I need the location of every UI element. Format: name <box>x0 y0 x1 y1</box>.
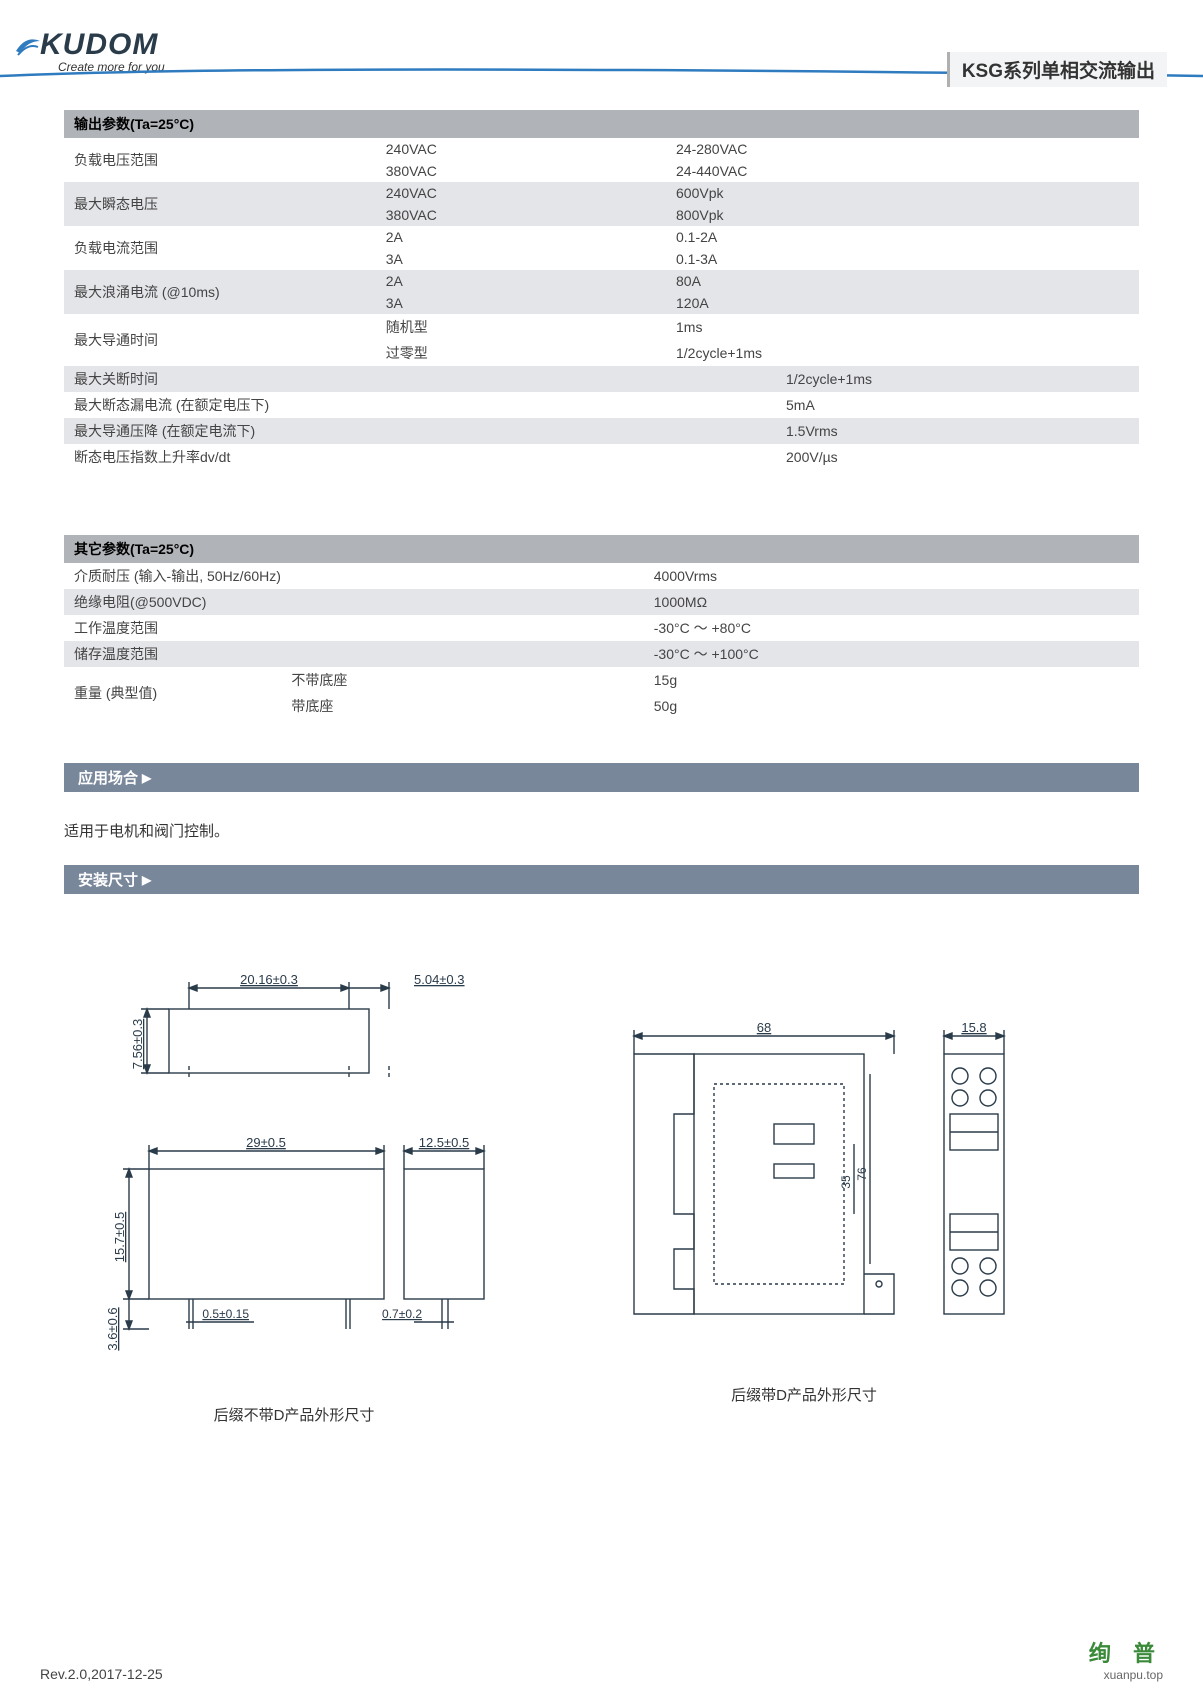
dimensions-section-bar: 安装尺寸 ▶ <box>64 865 1139 894</box>
t1-param: 最大浪涌电流 (@10ms) <box>64 270 376 314</box>
t1-cond: 240VAC <box>376 138 666 160</box>
page-header: KUDOM Create more for you KSG系列单相交流输出 <box>0 0 1203 80</box>
t1-val: 1ms <box>666 314 1139 340</box>
vendor-name-cn: 绚 普 <box>1089 1636 1163 1668</box>
t1-val: 0.1-2A <box>666 226 1139 248</box>
page-title: KSG系列单相交流输出 <box>947 52 1167 87</box>
t2-val: 15g <box>644 667 1139 693</box>
page-footer: Rev.2.0,2017-12-25 绚 普 xuanpu.top <box>0 1636 1203 1682</box>
t2-val: 4000Vrms <box>644 563 1139 589</box>
svg-text:15.8: 15.8 <box>961 1020 986 1035</box>
revision-text: Rev.2.0,2017-12-25 <box>40 1666 163 1682</box>
t1-cond: 240VAC <box>376 182 666 204</box>
t2-cond: 不带底座 <box>281 667 643 693</box>
drawing-with-d: 68 35 76 <box>574 1014 1034 1425</box>
mechanical-drawing-no-d: 20.16±0.3 5.04±0.3 7.56±0.3 <box>94 954 494 1374</box>
t2-param: 工作温度范围 <box>64 615 644 641</box>
t1-val: 1/2cycle+1ms <box>666 340 1139 366</box>
t1-param: 负载电压范围 <box>64 138 376 182</box>
t2-param: 介质耐压 (输入-输出, 50Hz/60Hz) <box>64 563 644 589</box>
svg-text:68: 68 <box>757 1020 771 1035</box>
t1-cond: 过零型 <box>376 340 666 366</box>
drawing-no-d: 20.16±0.3 5.04±0.3 7.56±0.3 <box>94 954 494 1425</box>
t2-param: 绝缘电阻(@500VDC) <box>64 589 644 615</box>
drawing-with-d-caption: 后缀带D产品外形尺寸 <box>731 1384 877 1405</box>
t2-cond: 带底座 <box>281 693 643 719</box>
t1-cond: 2A <box>376 226 666 248</box>
t1-val: 120A <box>666 292 1139 314</box>
swoosh-icon <box>14 31 42 59</box>
svg-text:3.6±0.6: 3.6±0.6 <box>105 1307 120 1350</box>
brand-name: KUDOM <box>40 28 158 62</box>
t2-val: 1000MΩ <box>644 589 1139 615</box>
table2-title: 其它参数(Ta=25°C) <box>64 535 1139 563</box>
mechanical-drawing-with-d: 68 35 76 <box>574 1014 1034 1354</box>
arrow-right-icon: ▶ <box>142 771 151 785</box>
other-params-table: 其它参数(Ta=25°C) 介质耐压 (输入-输出, 50Hz/60Hz) 40… <box>64 535 1139 719</box>
t1-param: 最大导通时间 <box>64 314 376 366</box>
t1-val: 24-440VAC <box>666 160 1139 182</box>
t1-val: 200V/µs <box>666 444 1139 470</box>
t1-cond: 3A <box>376 248 666 270</box>
svg-text:7.56±0.3: 7.56±0.3 <box>130 1019 145 1070</box>
t1-val: 600Vpk <box>666 182 1139 204</box>
t1-cond: 2A <box>376 270 666 292</box>
t1-param: 最大瞬态电压 <box>64 182 376 226</box>
t1-param: 负载电流范围 <box>64 226 376 270</box>
t1-cond: 随机型 <box>376 314 666 340</box>
table1-title: 输出参数(Ta=25°C) <box>64 110 1139 138</box>
t1-val: 0.1-3A <box>666 248 1139 270</box>
t1-val: 800Vpk <box>666 204 1139 226</box>
applications-title: 应用场合 <box>78 767 138 788</box>
t1-val: 24-280VAC <box>666 138 1139 160</box>
vendor-logo: 绚 普 xuanpu.top <box>1089 1636 1163 1682</box>
t1-cond: 3A <box>376 292 666 314</box>
dimension-drawings: 20.16±0.3 5.04±0.3 7.56±0.3 <box>94 954 1139 1425</box>
t1-param: 断态电压指数上升率dv/dt <box>64 444 666 470</box>
svg-text:0.7±0.2: 0.7±0.2 <box>382 1307 422 1321</box>
t2-val: 50g <box>644 693 1139 719</box>
t2-param: 重量 (典型值) <box>64 667 281 719</box>
t1-val: 1.5Vrms <box>666 418 1139 444</box>
t2-val: -30°C ～ +100°C <box>644 641 1139 667</box>
svg-text:0.5±0.15: 0.5±0.15 <box>202 1307 249 1321</box>
t1-val: 80A <box>666 270 1139 292</box>
vendor-url: xuanpu.top <box>1089 1668 1163 1682</box>
t2-param: 储存温度范围 <box>64 641 644 667</box>
t1-param: 最大关断时间 <box>64 366 666 392</box>
svg-text:5.04±0.3: 5.04±0.3 <box>414 972 465 987</box>
svg-text:29±0.5: 29±0.5 <box>246 1135 286 1150</box>
applications-section-bar: 应用场合 ▶ <box>64 763 1139 792</box>
applications-body: 适用于电机和阀门控制。 <box>64 792 1139 865</box>
t1-cond: 380VAC <box>376 160 666 182</box>
dimensions-title: 安装尺寸 <box>78 869 138 890</box>
t1-param: 最大断态漏电流 (在额定电压下) <box>64 392 666 418</box>
brand-logo: KUDOM <box>14 28 165 62</box>
arrow-right-icon: ▶ <box>142 873 151 887</box>
t1-cond: 380VAC <box>376 204 666 226</box>
t1-val: 1/2cycle+1ms <box>666 366 1139 392</box>
svg-text:35: 35 <box>839 1175 853 1189</box>
t1-val: 5mA <box>666 392 1139 418</box>
svg-text:15.7±0.5: 15.7±0.5 <box>112 1212 127 1263</box>
svg-text:20.16±0.3: 20.16±0.3 <box>240 972 298 987</box>
svg-text:12.5±0.5: 12.5±0.5 <box>419 1135 470 1150</box>
t1-param: 最大导通压降 (在额定电流下) <box>64 418 666 444</box>
t2-val: -30°C ～ +80°C <box>644 615 1139 641</box>
drawing-no-d-caption: 后缀不带D产品外形尺寸 <box>214 1404 375 1425</box>
svg-text:76: 76 <box>855 1167 869 1181</box>
output-params-table: 输出参数(Ta=25°C) 负载电压范围 240VAC 24-280VAC 38… <box>64 110 1139 470</box>
